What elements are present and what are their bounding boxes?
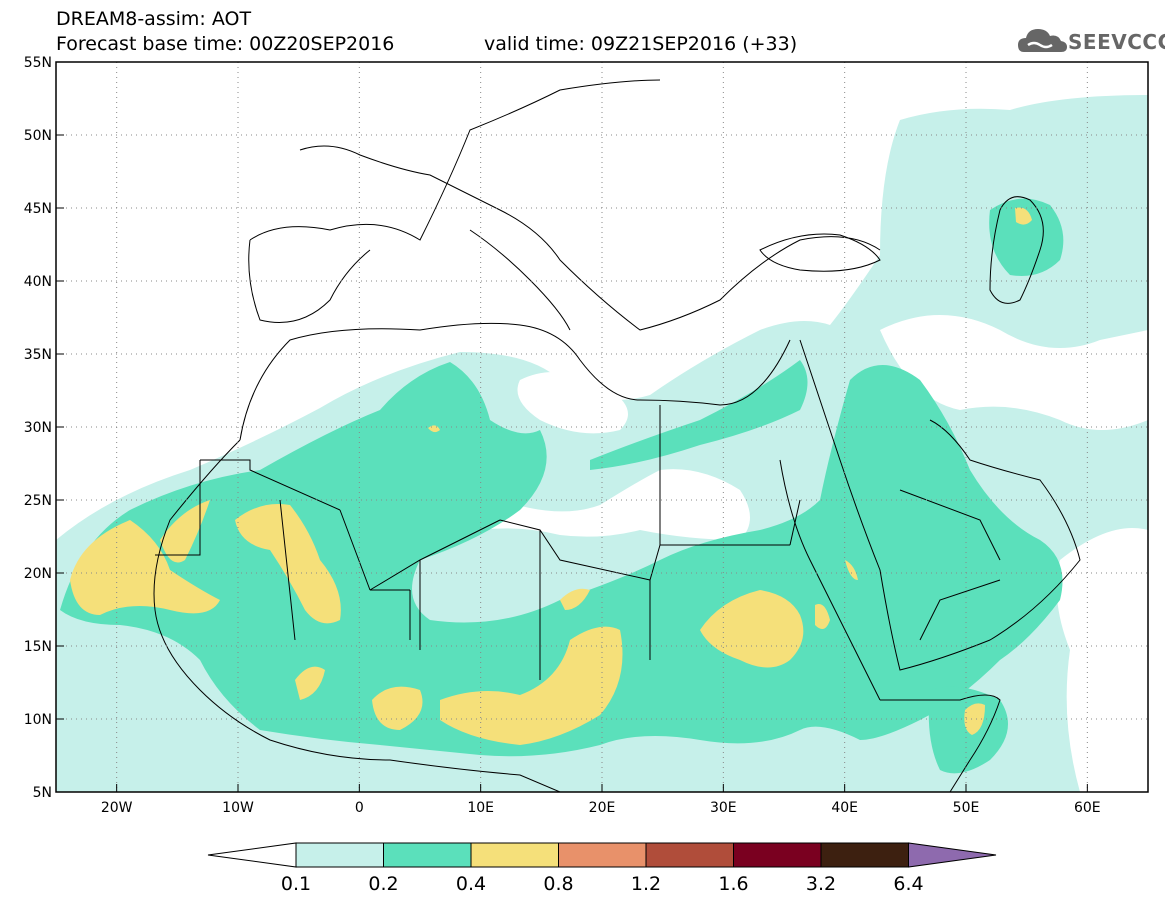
aot-band-0.4-mali [235, 504, 341, 624]
aot-band-0.4-libya-spot [560, 588, 590, 610]
coast-redsea-west [779, 459, 881, 701]
colorbar-label: 1.2 [631, 873, 661, 895]
x-tick-label: 10E [467, 800, 494, 816]
logo-text: SEEVCCC [1068, 30, 1165, 54]
forecast-base-time: Forecast base time: 00Z20SEP2016 [56, 33, 395, 55]
y-tick-label: 45N [24, 201, 52, 217]
colorbar-label: 0.1 [281, 873, 311, 895]
colorbar-box [820, 842, 909, 868]
x-tick-label: 30E [710, 800, 737, 816]
colorbar-box [558, 842, 647, 868]
colorbar-arrow-left [207, 842, 297, 868]
coast-italy [469, 229, 571, 331]
colorbar-box [733, 842, 822, 868]
colorbar-arrow-right [908, 842, 997, 868]
x-tick-label: 50E [953, 800, 980, 816]
aot-band-0.4-mauritania [160, 500, 210, 563]
aot-hole-libya [517, 372, 628, 434]
y-tick-label: 20N [24, 566, 52, 582]
colorbar-label: 0.4 [456, 873, 486, 895]
colorbar: 0.1 0.2 0.4 0.8 1.2 1.6 3.2 6.4 [207, 842, 997, 895]
y-tick-label: 5N [33, 785, 52, 801]
aot-field [56, 95, 1148, 792]
aot-band-0.4-niger [295, 666, 325, 700]
colorbar-label: 1.6 [718, 873, 748, 895]
aot-band-0.4-redsea [815, 560, 858, 629]
aot-band-0.4-sudan [700, 590, 804, 668]
x-tick-label: 20W [101, 800, 133, 816]
colorbar-box [645, 842, 734, 868]
y-tick-label: 40N [24, 274, 52, 290]
y-tick-label: 30N [24, 420, 52, 436]
aot-band-0.4-westafrica [70, 520, 220, 615]
x-tick-label: 10W [222, 800, 254, 816]
y-tick-label: 15N [24, 639, 52, 655]
x-tick-label: 20E [589, 800, 616, 816]
aot-hole-east [1056, 528, 1148, 792]
border-lines [155, 405, 1001, 680]
aot-band-0.2-caspian [989, 198, 1064, 276]
coast-iberia [248, 239, 371, 323]
coast-arabia [799, 339, 1081, 671]
colorbar-label: 6.4 [893, 873, 923, 895]
coast-caspian [989, 196, 1044, 304]
x-tick-label: 0 [355, 800, 364, 816]
aot-band-0.4-caspian [1015, 207, 1032, 225]
y-tick-label: 25N [24, 493, 52, 509]
coast-hornafrica [880, 694, 1001, 792]
aot-band-0.2 [60, 362, 1063, 757]
aot-hole-north [880, 315, 1148, 430]
aot-band-0.4-nigeria [372, 686, 423, 730]
map-title: DREAM8-assim: AOT [56, 8, 252, 30]
coast-europe [249, 79, 881, 331]
coast-blacksea [759, 233, 881, 272]
axis-ticks: 20W 10W 0 10E 20E 30E 40E 50E 60E 55N 50N 45N 40N 35N… [24, 55, 1101, 816]
aot-band-0.4-chad [440, 626, 623, 745]
colorbar-label: 0.2 [368, 873, 398, 895]
y-tick-label: 55N [24, 55, 52, 71]
colorbar-box [383, 842, 472, 868]
y-tick-label: 35N [24, 347, 52, 363]
y-tick-label: 10N [24, 712, 52, 728]
colorbar-box [470, 842, 559, 868]
colorbar-label: 0.8 [543, 873, 573, 895]
coast-africa-west [153, 439, 561, 792]
x-tick-label: 60E [1074, 800, 1101, 816]
aot-band-0.2-levant [590, 360, 808, 470]
country-borders [153, 79, 1081, 792]
x-tick-label: 40E [831, 800, 858, 816]
aot-band-0.4-somalia [964, 703, 985, 735]
colorbar-box [295, 842, 384, 868]
cloud-icon [1018, 29, 1067, 52]
colorbar-label: 3.2 [806, 873, 836, 895]
y-tick-label: 50N [24, 128, 52, 144]
coast-africa-north [239, 322, 791, 441]
valid-time: valid time: 09Z21SEP2016 (+33) [484, 33, 798, 55]
